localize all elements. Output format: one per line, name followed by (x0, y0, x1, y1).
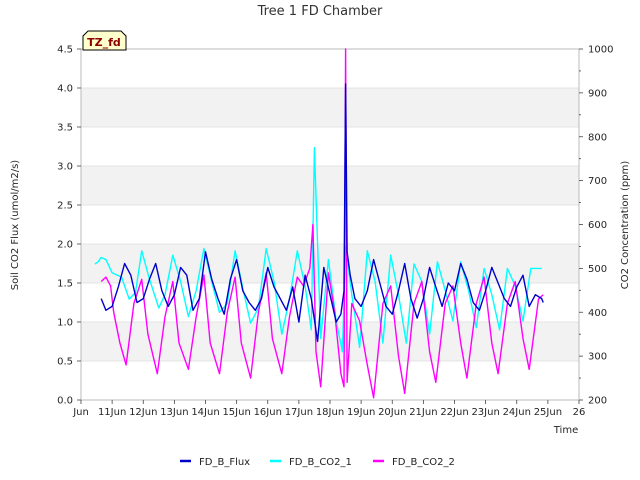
x-tick-label-9: 19Jun (347, 407, 375, 418)
series-line-fd-b-flux (100, 83, 544, 343)
y-left-tick-label-0: 0.0 (57, 396, 73, 407)
y-right-tick-label-3: 500 (588, 264, 607, 275)
y-left-tick-label-5: 2.5 (57, 201, 73, 212)
x-axis-ticks: Jun 11Jun 12Jun 13Jun 14Jun 15Jun 16Jun 17Jun 18… (72, 400, 585, 418)
legend-label-0: FD_B_Flux (199, 457, 250, 468)
x-tick-label-2: 12Jun (129, 407, 157, 418)
band-7 (81, 88, 579, 127)
x-tick-label-7: 17Jun (285, 407, 313, 418)
y-axis-right-title: CO2 Concentration (ppm) (620, 161, 631, 290)
series-line-fd-b-co2-1 (94, 146, 542, 353)
x-tick-label-3: 13Jun (160, 407, 188, 418)
y-left-tick-label-4: 2.0 (57, 240, 73, 251)
y-right-tick-label-8: 1000 (588, 45, 613, 56)
legend: FD_B_Flux FD_B_CO2_1 FD_B_CO2_2 (180, 457, 455, 468)
x-axis-title: Time (553, 425, 578, 436)
y-axis-left-title: Soil CO2 Flux (umol/m2/s) (10, 160, 21, 290)
x-tick-label-11: 21Jun (409, 407, 437, 418)
tz-badge-box (82, 30, 127, 51)
x-tick-label-13: 23Jun (471, 407, 499, 418)
band-5 (81, 166, 579, 205)
x-tick-label-15: 25Jun (534, 407, 562, 418)
x-tick-label-4: 14Jun (191, 407, 219, 418)
legend-label-1: FD_B_CO2_1 (289, 457, 352, 468)
y-left-tick-label-8: 4.0 (57, 84, 73, 95)
x-tick-label-8: 18Jun (316, 407, 344, 418)
legend-label-2: FD_B_CO2_2 (392, 457, 455, 468)
x-tick-label-0: Jun (72, 407, 89, 418)
y-left-tick-label-3: 1.5 (57, 279, 73, 290)
y-left-tick-label-2: 1.0 (57, 318, 73, 329)
tz-badge: TZ_fd (82, 30, 127, 51)
y-left-tick-label-6: 3.0 (57, 162, 73, 173)
y-right-tick-label-2: 400 (588, 308, 607, 319)
y-right-tick-label-4: 600 (588, 220, 607, 231)
y-left-tick-label-9: 4.5 (57, 45, 73, 56)
y-left-tick-label-7: 3.5 (57, 123, 73, 134)
x-tick-label-12: 22Jun (440, 407, 468, 418)
tz-badge-label: TZ_fd (87, 36, 121, 49)
y-right-tick-label-5: 700 (588, 176, 607, 187)
background-bands (81, 88, 579, 361)
series-line-fd-b-co2-2 (100, 48, 544, 399)
y-right-tick-label-1: 300 (588, 352, 607, 363)
y-axis-left-ticks: 0.0 0.5 1.0 1.5 2.0 2.5 3.0 3.5 4.0 4.5 (57, 45, 81, 407)
x-tick-label-10: 20Jun (378, 407, 406, 418)
y-axis-right-ticks: 200 300 400 500 600 700 800 900 1000 (579, 45, 613, 407)
y-left-tick-label-1: 0.5 (57, 357, 73, 368)
y-right-tick-label-0: 200 (588, 396, 607, 407)
chart-title: Tree 1 FD Chamber (257, 4, 383, 19)
x-tick-label-5: 15Jun (222, 407, 250, 418)
x-tick-label-1: 11Jun (98, 407, 126, 418)
grid-lines (81, 48, 579, 401)
x-tick-label-16: 26 (573, 407, 586, 418)
y-right-tick-label-7: 900 (588, 88, 607, 99)
y-right-tick-label-6: 800 (588, 132, 607, 143)
x-tick-label-6: 16Jun (254, 407, 282, 418)
series-layer (94, 48, 544, 399)
x-tick-label-14: 24Jun (503, 407, 531, 418)
